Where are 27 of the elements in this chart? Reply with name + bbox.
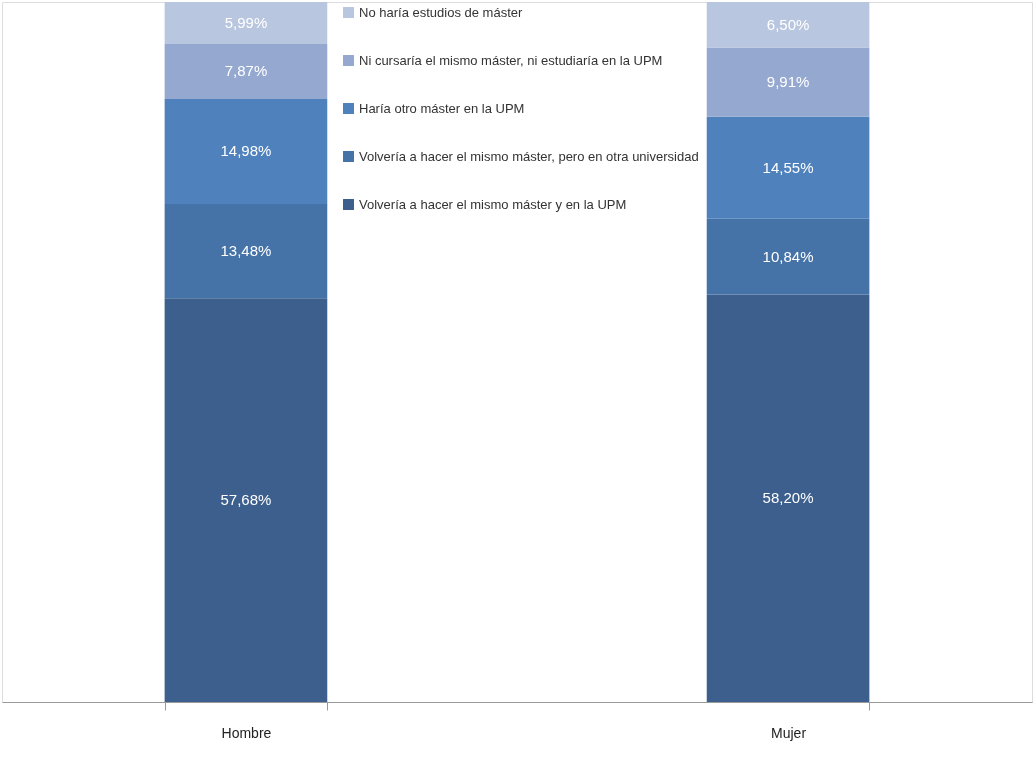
bar <box>706 116 870 219</box>
bar <box>706 2 870 48</box>
data-label: 58,20% <box>762 489 814 507</box>
legend-label: No haría estudios de máster <box>359 4 523 20</box>
bar <box>706 47 870 117</box>
bar <box>706 218 870 295</box>
x-tick-label: Mujer <box>771 724 807 741</box>
data-label: 5,99% <box>224 13 268 31</box>
bar <box>164 203 328 299</box>
data-label: 14,55% <box>762 158 814 176</box>
data-label: 13,48% <box>220 242 272 260</box>
bar <box>164 2 328 44</box>
legend-label: Volvería a hacer el mismo máster y en la UPM <box>359 196 627 212</box>
data-label: 57,68% <box>220 491 272 509</box>
data-label: 6,50% <box>766 15 810 33</box>
data-label: 9,91% <box>766 73 810 91</box>
bar <box>164 298 328 702</box>
data-label: 10,84% <box>762 247 814 265</box>
bar <box>164 99 328 204</box>
legend-label: Volvería a hacer el mismo máster, pero en otra universidad <box>359 148 699 164</box>
x-tick-label: Hombre <box>221 724 272 741</box>
bar <box>706 294 870 702</box>
legend-label: Haría otro máster en la UPM <box>359 100 525 116</box>
bar <box>164 43 328 100</box>
data-label: 14,98% <box>220 142 272 160</box>
legend-label: Ni cursaría el mismo máster, ni estudiaría en la UPM <box>359 52 663 68</box>
data-label: 7,87% <box>224 62 268 80</box>
